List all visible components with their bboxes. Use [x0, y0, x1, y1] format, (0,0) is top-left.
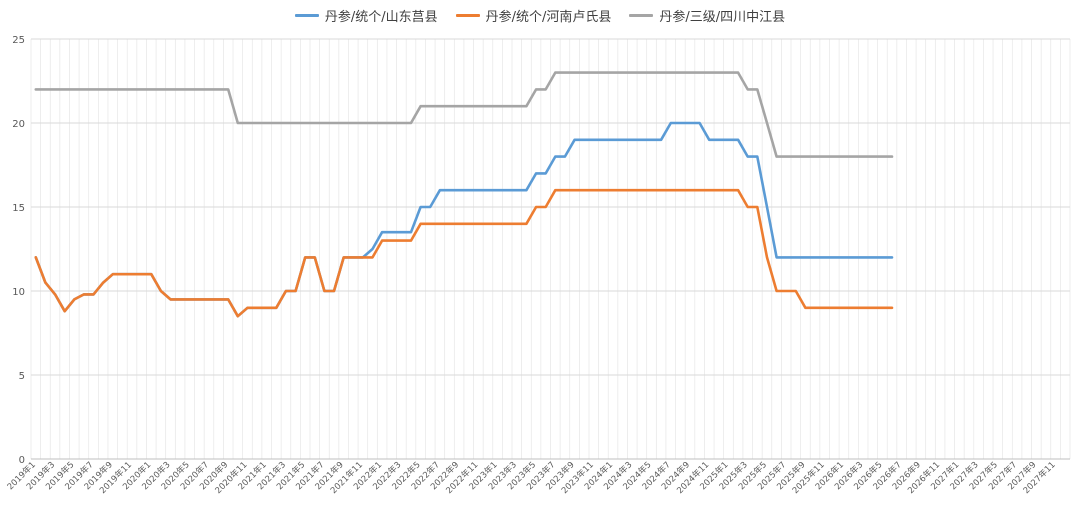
legend-label: 丹参/统个/河南卢氏县	[485, 10, 612, 25]
legend-item: 丹参/三级/四川中江县	[629, 6, 785, 25]
y-tick-label: 0	[19, 455, 25, 466]
legend-label: 丹参/三级/四川中江县	[659, 10, 786, 25]
legend-swatch	[455, 14, 480, 17]
series-line	[34, 188, 894, 318]
legend-swatch	[629, 14, 654, 17]
legend-item: 丹参/统个/山东莒县	[294, 6, 438, 25]
y-tick-label: 25	[12, 35, 25, 46]
y-tick-label: 5	[19, 371, 25, 382]
y-tick-label: 15	[12, 203, 25, 214]
y-tick-label: 20	[12, 119, 25, 130]
chart-legend: 丹参/统个/山东莒县 丹参/统个/河南卢氏县 丹参/三级/四川中江县	[0, 6, 1080, 25]
legend-label: 丹参/统个/山东莒县	[324, 10, 438, 25]
legend-item: 丹参/统个/河南卢氏县	[455, 6, 612, 25]
y-tick-label: 10	[12, 287, 25, 298]
legend-swatch	[294, 14, 319, 17]
series-line	[34, 71, 894, 158]
